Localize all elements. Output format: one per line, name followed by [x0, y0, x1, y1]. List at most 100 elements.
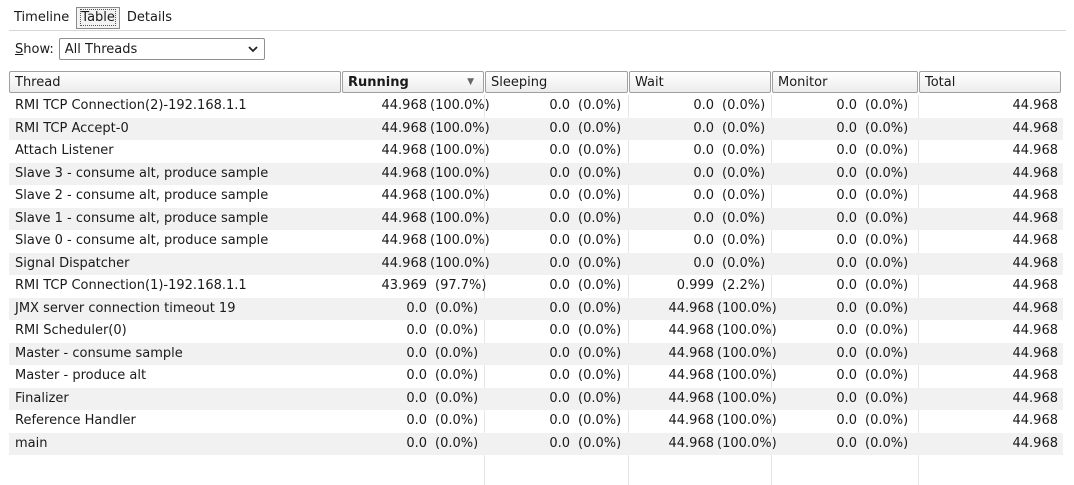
wait-percent-cell: (0.0%) [722, 233, 766, 248]
column-header-running[interactable]: Running ▼ [342, 71, 484, 93]
table-row[interactable]: Reference Handler 0.0 (0.0%) 0.0 (0.0%) 44.96… [9, 410, 1063, 433]
table-row[interactable]: RMI TCP Accept-0 44.968 (100.0%) 0.0 (0.0%) 0… [9, 117, 1063, 140]
monitor-value-cell: 0.0 [836, 143, 857, 158]
monitor-percent-cell: (0.0%) [865, 120, 909, 136]
column-header-thread[interactable]: Thread [9, 71, 341, 93]
thread-name-cell: Reference Handler [15, 413, 136, 428]
wait-value-cell: 44.968 [668, 390, 715, 406]
monitor-value-cell: 0.0 [836, 233, 857, 248]
monitor-percent-cell: (0.0%) [865, 368, 909, 383]
table-row[interactable]: Slave 0 - consume alt, produce sample 44.… [9, 230, 1063, 253]
thread-name-cell: main [15, 435, 48, 451]
sleeping-value-cell: 0.0 [549, 165, 570, 181]
running-percent-cell: (0.0%) [435, 390, 479, 406]
sort-descending-icon: ▼ [467, 77, 474, 87]
wait-percent-cell: (100.0%) [717, 300, 777, 316]
table-row[interactable]: RMI TCP Connection(2)-192.168.1.1 44.968(… [9, 95, 1063, 118]
table-row[interactable]: JMX server connection timeout 19 0.0 (0.0%… [9, 297, 1063, 320]
running-percent-cell: (100.0%) [430, 98, 490, 113]
monitor-percent-cell: (0.0%) [865, 345, 909, 361]
running-value-cell: 0.0 [406, 413, 427, 428]
column-header-monitor[interactable]: Monitor [772, 71, 918, 93]
table-row[interactable]: Master - consume sample 0.0 (0.0%) 0.0 (0.0%… [9, 342, 1063, 365]
total-value-cell: 44.968 [1012, 413, 1059, 428]
wait-percent-cell: (100.0%) [717, 368, 777, 383]
thread-name-cell: Signal Dispatcher [15, 255, 130, 271]
running-value-cell: 43.969 [381, 278, 428, 293]
column-header-wait[interactable]: Wait [629, 71, 771, 93]
chevron-down-icon[interactable] [242, 43, 264, 56]
table-row[interactable]: Slave 1 - consume alt, produce sample 44.… [9, 207, 1063, 230]
tab-details[interactable]: Details [122, 8, 177, 28]
column-header-total[interactable]: Total [919, 71, 1061, 93]
sleeping-percent-cell: (0.0%) [578, 188, 622, 203]
sleeping-value-cell: 0.0 [549, 98, 570, 113]
sleeping-value-cell: 0.0 [549, 210, 570, 226]
wait-value-cell: 0.999 [676, 278, 714, 293]
wait-value-cell: 0.0 [693, 188, 714, 203]
running-percent-cell: (100.0%) [430, 210, 490, 226]
thread-name-cell: RMI TCP Accept-0 [15, 120, 129, 136]
tab-divider [9, 30, 1066, 31]
sleeping-percent-cell: (0.0%) [578, 278, 622, 293]
total-value-cell: 44.968 [1012, 390, 1059, 406]
total-value-cell: 44.968 [1012, 143, 1059, 158]
column-divider [918, 95, 919, 485]
thread-name-cell: RMI TCP Connection(1)-192.168.1.1 [15, 278, 247, 293]
column-header-sleeping[interactable]: Sleeping [485, 71, 628, 93]
monitor-value-cell: 0.0 [836, 300, 857, 316]
running-percent-cell: (0.0%) [435, 435, 479, 451]
table-row[interactable]: Slave 2 - consume alt, produce sample 44.… [9, 185, 1063, 208]
monitor-percent-cell: (0.0%) [865, 233, 909, 248]
thread-name-cell: Slave 1 - consume alt, produce sample [15, 210, 269, 226]
running-percent-cell: (100.0%) [430, 233, 490, 248]
table-row[interactable]: Master - produce alt 0.0 (0.0%) 0.0 (0.0%) 44… [9, 365, 1063, 388]
running-value-cell: 0.0 [406, 435, 427, 451]
table-row[interactable]: Finalizer 0.0 (0.0%) 0.0 (0.0%) 44.968 (100.0%… [9, 387, 1063, 410]
table-row[interactable]: Slave 3 - consume alt, produce sample 44.… [9, 162, 1063, 185]
sleeping-value-cell: 0.0 [549, 345, 570, 361]
sleeping-value-cell: 0.0 [549, 188, 570, 203]
total-value-cell: 44.968 [1012, 165, 1059, 181]
thread-name-cell: RMI Scheduler(0) [15, 323, 127, 338]
table-row[interactable]: RMI Scheduler(0) 0.0 (0.0%) 0.0 (0.0%) 44.968… [9, 320, 1063, 343]
table-row[interactable]: Attach Listener 44.968 (100.0%) 0.0 (0.0%) 0.… [9, 140, 1063, 163]
total-value-cell: 44.968 [1012, 188, 1059, 203]
running-percent-cell: (0.0%) [435, 345, 479, 361]
monitor-value-cell: 0.0 [836, 165, 857, 181]
total-value-cell: 44.968 [1012, 98, 1059, 113]
tab-timeline-label: Timeline [14, 10, 70, 25]
monitor-value-cell: 0.0 [836, 278, 857, 293]
total-value-cell: 44.968 [1012, 255, 1059, 271]
sleeping-percent-cell: (0.0%) [578, 390, 622, 406]
monitor-value-cell: 0.0 [836, 435, 857, 451]
table-row[interactable]: RMI TCP Connection(1)-192.168.1.1 43.969 (… [9, 275, 1063, 298]
tab-table[interactable]: Table [76, 7, 120, 29]
monitor-percent-cell: (0.0%) [865, 323, 909, 338]
sleeping-value-cell: 0.0 [549, 255, 570, 271]
table-row[interactable]: Signal Dispatcher 44.968 (100.0%) 0.0 (0.0%)… [9, 252, 1063, 275]
monitor-percent-cell: (0.0%) [865, 98, 909, 113]
tab-timeline[interactable]: Timeline [9, 8, 74, 28]
thread-name-cell: Finalizer [15, 390, 69, 406]
total-value-cell: 44.968 [1012, 120, 1059, 136]
monitor-value-cell: 0.0 [836, 98, 857, 113]
sleeping-value-cell: 0.0 [549, 143, 570, 158]
wait-value-cell: 44.968 [668, 300, 715, 316]
total-value-cell: 44.968 [1012, 300, 1059, 316]
running-value-cell: 44.968 [381, 143, 428, 158]
show-select-value: All Threads [64, 41, 138, 57]
sleeping-value-cell: 0.0 [549, 120, 570, 136]
wait-percent-cell: (100.0%) [717, 345, 777, 361]
wait-percent-cell: (2.2%) [722, 278, 766, 293]
monitor-percent-cell: (0.0%) [865, 413, 909, 428]
show-threads-select[interactable]: All Threads [58, 38, 265, 60]
sleeping-percent-cell: (0.0%) [578, 300, 622, 316]
monitor-value-cell: 0.0 [836, 413, 857, 428]
tab-details-label: Details [126, 10, 172, 25]
monitor-percent-cell: (0.0%) [865, 143, 909, 158]
running-value-cell: 0.0 [406, 300, 427, 316]
thread-name-cell: Slave 2 - consume alt, produce sample [15, 188, 269, 203]
table-row[interactable]: main 0.0 (0.0%) 0.0 (0.0%) 44.968 (100.0%) 0.0(… [9, 432, 1063, 455]
sleeping-value-cell: 0.0 [549, 390, 570, 406]
